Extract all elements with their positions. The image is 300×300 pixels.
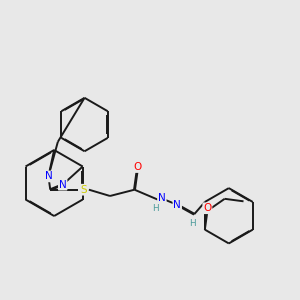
Text: N: N <box>173 200 181 210</box>
Text: O: O <box>134 162 142 172</box>
Text: O: O <box>203 203 212 213</box>
Text: H: H <box>189 218 196 227</box>
Text: N: N <box>158 194 166 203</box>
Text: N: N <box>44 171 52 182</box>
Text: H: H <box>153 204 159 213</box>
Text: N: N <box>59 180 67 190</box>
Text: S: S <box>80 185 87 195</box>
